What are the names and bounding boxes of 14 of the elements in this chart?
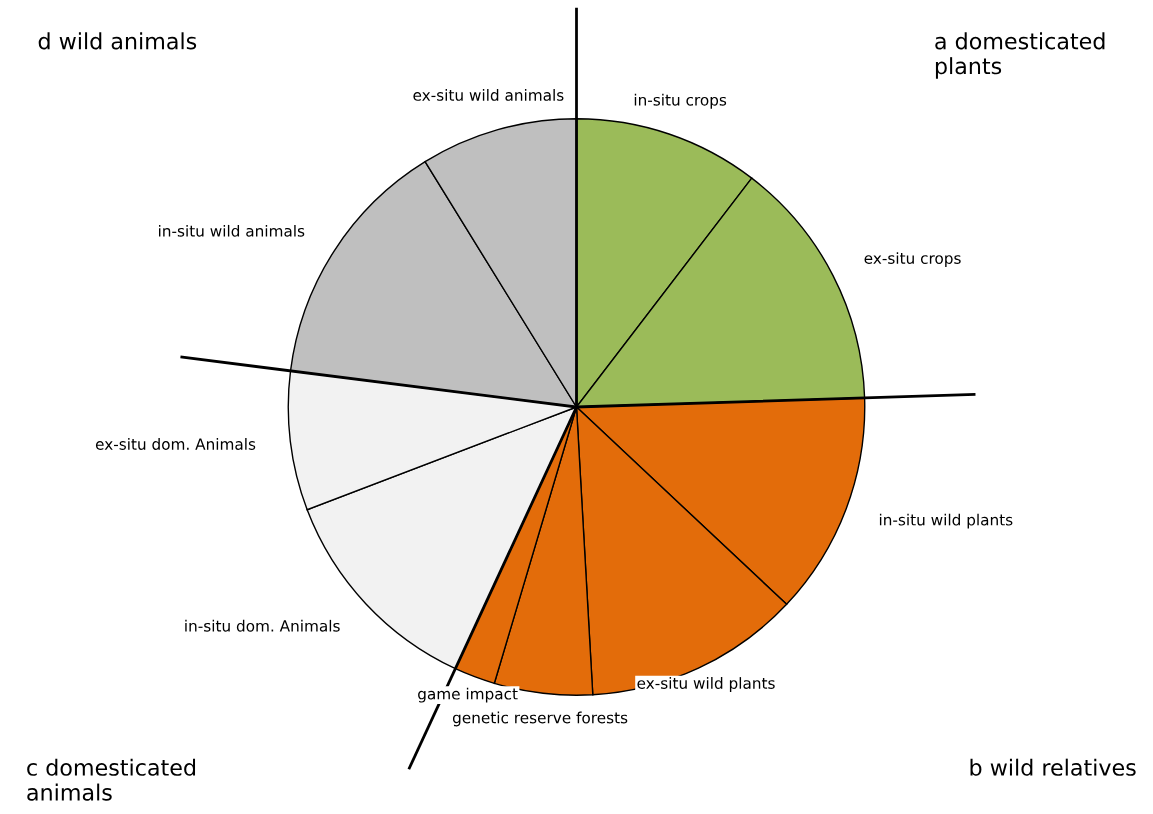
slice-label: in-situ crops: [634, 93, 727, 109]
slice-label: in-situ wild plants: [879, 513, 1013, 529]
slice-label: in-situ dom. Animals: [185, 619, 340, 632]
slice-label: in-situ wild animals: [159, 224, 305, 237]
text: a domesticated plants: [935, 32, 1105, 79]
slice-label: game impact: [418, 687, 518, 703]
slice-label: genetic reserve forests: [452, 711, 628, 727]
text: d wild animals: [38, 32, 197, 50]
text: c domesticated animals: [27, 758, 196, 801]
slice-label: ex-situ wild plants: [637, 677, 775, 692]
slice-label: ex-situ wild animals: [413, 89, 564, 101]
slice-label: ex-situ dom. Animals: [95, 438, 256, 450]
slice-label: ex-situ crops: [864, 252, 961, 267]
text: b wild relatives: [970, 758, 1136, 776]
